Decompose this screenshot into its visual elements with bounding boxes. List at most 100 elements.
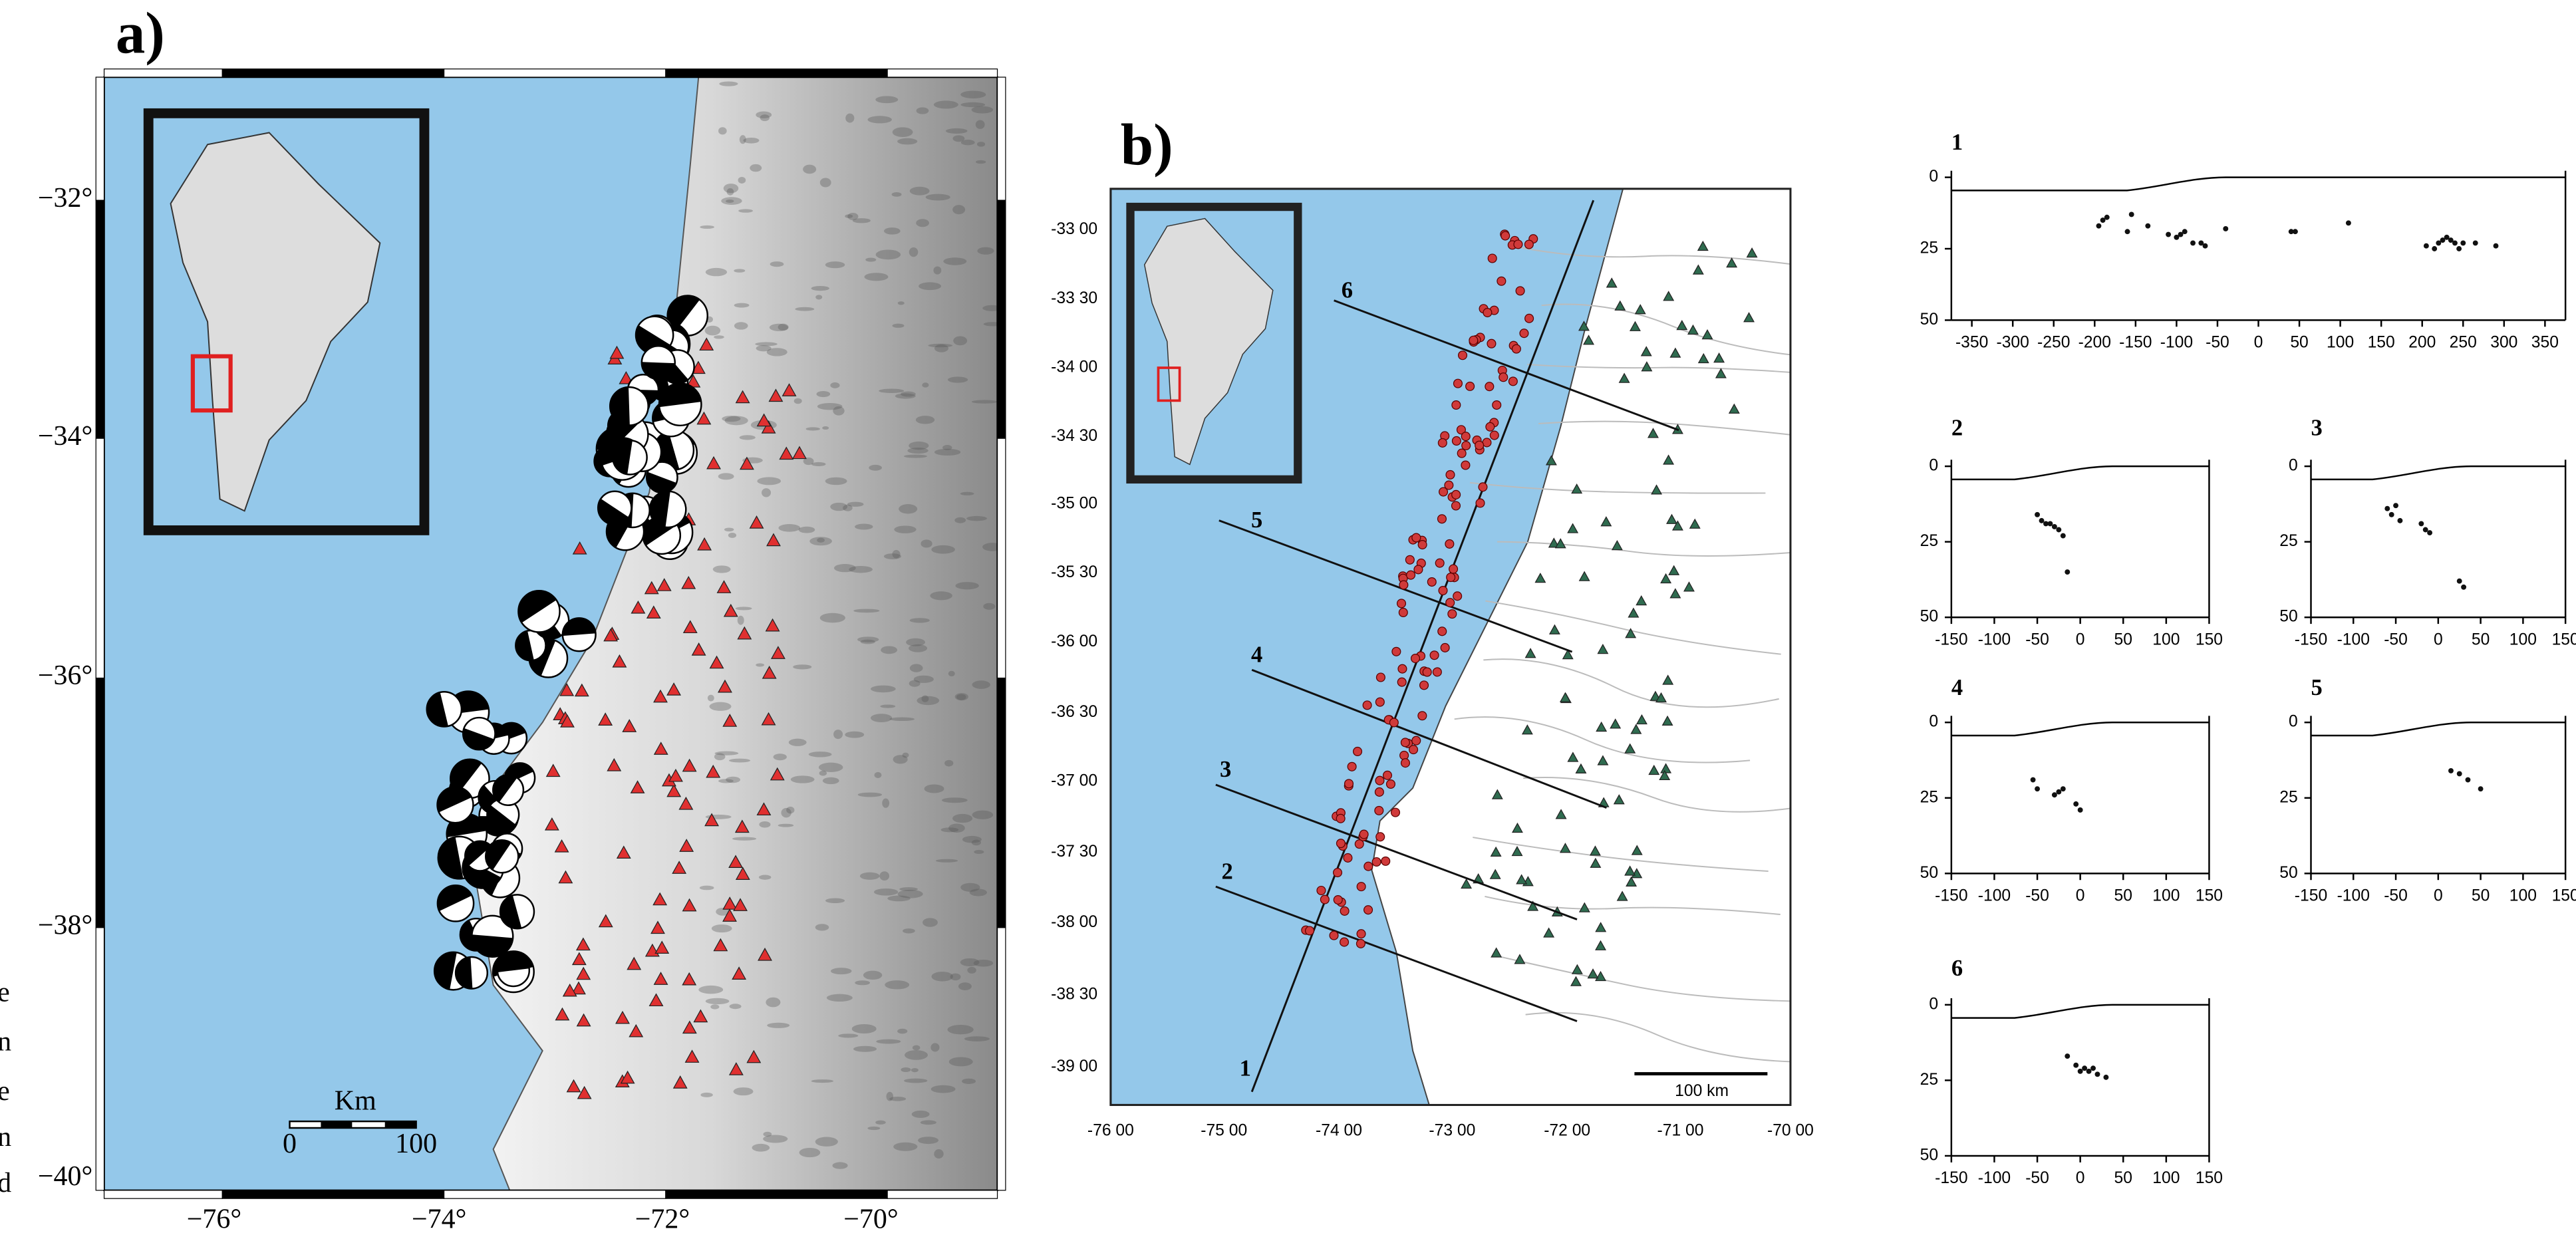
frame-seg [444, 69, 666, 77]
hypocenter [2448, 768, 2454, 773]
relief-shade [911, 1068, 919, 1072]
relief-shade [713, 565, 731, 573]
relief-shade [868, 116, 892, 123]
relief-shade [750, 164, 762, 172]
earthquake [1355, 840, 1363, 849]
earthquake [1418, 712, 1427, 720]
lat-label: -33 30 [1051, 289, 1097, 307]
scale-bar-seg [321, 1121, 352, 1128]
earthquake [1375, 776, 1384, 785]
relief-shade [706, 998, 730, 1004]
hypocenter [2073, 1063, 2078, 1068]
earthquake [1452, 437, 1461, 446]
lon-label: -71 00 [1657, 1121, 1704, 1139]
relief-shade [832, 1162, 847, 1168]
relief-shade [876, 1039, 901, 1044]
earthquake [1397, 678, 1406, 686]
relief-shade [770, 324, 788, 331]
relief-shade [734, 303, 750, 308]
x-tick-label: 150 [2552, 887, 2576, 904]
x-tick-label: 0 [2076, 887, 2085, 904]
relief-shade [757, 477, 781, 485]
relief-shade [734, 269, 745, 272]
earthquake [1479, 483, 1487, 491]
relief-shade [972, 840, 981, 846]
y-tick-label: 25 [1920, 239, 1938, 257]
lat-label: −34° [38, 421, 92, 452]
hypocenter [2090, 1065, 2096, 1071]
earthquake [1452, 401, 1461, 410]
relief-shade [887, 896, 911, 902]
relief-shade [736, 607, 752, 610]
relief-shade [743, 138, 759, 144]
relief-shade [756, 663, 764, 666]
earthquake [1490, 431, 1499, 440]
lat-label: −38° [38, 910, 92, 940]
earthquake [1375, 698, 1384, 706]
relief-shade [894, 525, 916, 533]
earthquake [1340, 906, 1349, 915]
relief-shade [983, 603, 995, 610]
y-tick-label: 0 [1929, 457, 1938, 475]
x-tick-label: -150 [2295, 887, 2327, 904]
frame-seg [96, 678, 104, 928]
earthquake [1449, 565, 1458, 573]
section-label: 5 [2311, 675, 2323, 700]
earthquake [1459, 351, 1467, 360]
relief-shade [917, 696, 939, 705]
relief-shade [926, 194, 950, 201]
relief-shade [931, 1085, 956, 1093]
relief-shade [865, 257, 876, 261]
relief-shade [700, 225, 714, 229]
relief-shade [732, 837, 756, 841]
x-tick-label: -100 [2337, 887, 2370, 904]
earthquake [1391, 808, 1400, 817]
earthquake [1320, 895, 1329, 904]
relief-shade [799, 527, 815, 533]
x-tick-label: -100 [2160, 333, 2193, 351]
hypocenter [2418, 521, 2424, 526]
earthquake [1407, 571, 1415, 579]
earthquake [1501, 231, 1510, 240]
lon-label: −74° [412, 1204, 466, 1233]
lat-label: −40° [38, 1161, 92, 1192]
relief-shade [714, 752, 738, 755]
hypocenter [2047, 521, 2053, 526]
relief-shade [916, 416, 934, 424]
profile-label: 6 [1342, 277, 1353, 303]
relief-shade [967, 967, 976, 974]
earthquake [1334, 896, 1342, 904]
lat-label: -37 30 [1051, 843, 1097, 861]
frame-seg [887, 1190, 997, 1198]
earthquake [1448, 610, 1457, 618]
earthquake [1381, 857, 1390, 865]
earthquake [1398, 664, 1407, 673]
x-tick-label: -150 [1935, 630, 1967, 648]
relief-shade [910, 187, 930, 196]
x-tick-label: -50 [2025, 1169, 2049, 1187]
cropped-text: e [0, 978, 10, 1008]
lon-label: −72° [635, 1204, 690, 1233]
relief-shade [880, 704, 895, 708]
profile-label: 2 [1222, 859, 1233, 884]
hypocenter [2424, 243, 2429, 249]
y-tick-label: 25 [2279, 532, 2297, 550]
relief-shade [952, 814, 972, 823]
relief-shade [925, 784, 944, 793]
relief-shade [869, 465, 882, 471]
relief-shade [871, 686, 896, 693]
relief-shade [815, 1137, 838, 1147]
relief-shade [893, 324, 905, 328]
hypocenter [2061, 786, 2066, 791]
earthquake [1412, 533, 1421, 542]
hypocenter [2457, 579, 2462, 584]
relief-shade [730, 1004, 742, 1009]
earthquake [1435, 559, 1444, 567]
relief-shade [897, 138, 917, 145]
relief-shade [793, 664, 811, 669]
earthquake [1454, 379, 1463, 388]
relief-shade [738, 616, 744, 625]
x-tick-label: 150 [2196, 887, 2223, 904]
x-tick-label: -100 [1978, 887, 2011, 904]
hypocenter [2052, 524, 2057, 529]
